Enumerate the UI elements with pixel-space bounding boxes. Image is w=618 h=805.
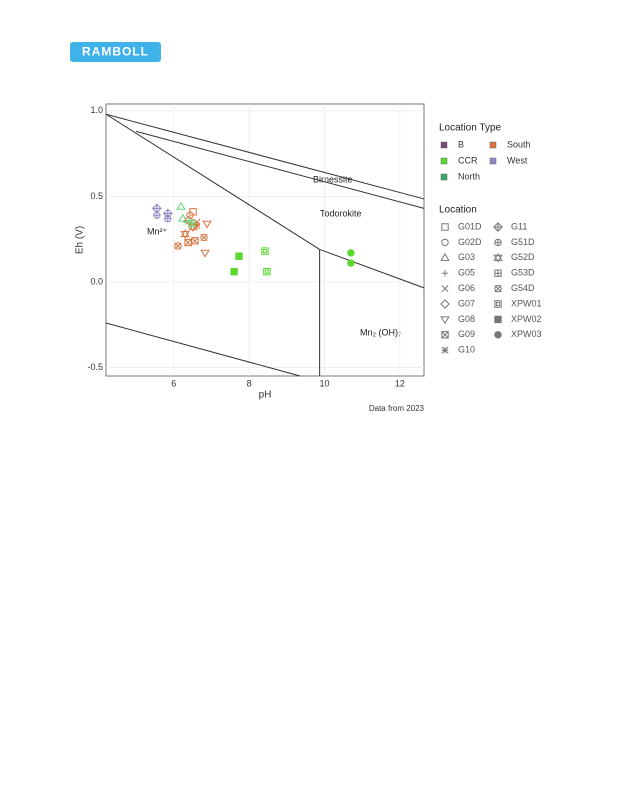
legend-marker <box>441 238 449 247</box>
legend-marker <box>440 252 450 261</box>
legend-label: G11 <box>511 221 527 231</box>
legend-swatch <box>440 141 448 149</box>
boundary-line <box>319 248 425 289</box>
legend-label: XPW01 <box>511 298 542 308</box>
logo-badge <box>70 42 161 62</box>
legend-marker <box>441 270 449 277</box>
data-point <box>191 237 199 245</box>
legend-label: G06 <box>458 283 475 293</box>
boundary-line <box>105 113 320 250</box>
data-point <box>200 233 208 242</box>
annotation: Mn₂ (OH)₇ <box>360 327 401 337</box>
legend-marker <box>494 284 502 293</box>
caption: Data from 2023 <box>369 404 425 413</box>
data-point <box>174 242 182 250</box>
data-point <box>347 259 355 267</box>
y-tick-label: -0.5 <box>87 362 103 372</box>
logo: RAMBOLL <box>82 45 149 59</box>
legend-marker <box>441 285 449 293</box>
legend-label: G10 <box>458 345 475 355</box>
data-point <box>347 249 355 257</box>
legend-label: G02D <box>458 237 482 247</box>
legend-marker <box>441 346 449 354</box>
legend-label: G01D <box>458 221 482 231</box>
data-point <box>261 247 269 255</box>
legend-swatch <box>489 141 497 149</box>
legend-marker <box>493 252 503 263</box>
annotation: Mn²⁺ <box>147 226 167 236</box>
y-tick-label: 1.0 <box>90 105 103 115</box>
data-point <box>202 220 212 229</box>
legend-marker <box>494 315 502 324</box>
boundary-line <box>105 322 301 377</box>
y-tick-label: 0.0 <box>90 276 103 286</box>
legend-marker <box>441 331 449 339</box>
y-axis-title: Eh (V) <box>75 226 86 254</box>
x-axis-title: pH <box>259 390 272 401</box>
y-tick-label: 0.5 <box>90 191 103 201</box>
data-point <box>153 211 161 219</box>
legend-swatch <box>440 173 448 181</box>
legend-marker <box>440 299 450 309</box>
legend-label: G03 <box>458 252 475 262</box>
legend-label: G51D <box>511 237 535 247</box>
legend-label: XPW02 <box>511 314 542 324</box>
x-tick-label: 8 <box>247 378 252 388</box>
data-point <box>235 252 243 260</box>
legend-marker <box>493 222 503 232</box>
legend-marker <box>494 300 502 308</box>
data-point <box>176 201 186 210</box>
data-point <box>230 267 238 276</box>
legend-label: G05 <box>458 268 475 278</box>
data-point <box>184 238 192 247</box>
boundary-line <box>105 113 425 200</box>
boundary-line <box>136 130 425 209</box>
legend-label: South <box>507 139 531 149</box>
legend-label: G54D <box>511 283 535 293</box>
data-point <box>200 249 210 258</box>
data-point <box>180 229 190 239</box>
annotation: Birnessite <box>313 174 353 184</box>
legend-label: G07 <box>458 298 475 308</box>
annotation: Todorokite <box>320 208 362 218</box>
legend-label: B <box>458 139 464 149</box>
legend-label: G52D <box>511 252 535 262</box>
x-tick-label: 10 <box>320 378 330 388</box>
x-tick-label: 12 <box>395 378 405 388</box>
legend-swatch <box>440 157 448 165</box>
legend-label: G53D <box>511 268 535 278</box>
legend-marker <box>494 238 502 247</box>
legend-marker <box>440 316 450 325</box>
x-tick-label: 6 <box>171 378 176 388</box>
plot-panel <box>105 103 425 377</box>
legend-label: West <box>507 155 528 165</box>
legend-marker <box>494 331 502 339</box>
legend-marker <box>441 223 449 231</box>
legend-swatch <box>489 157 497 165</box>
legend-label: G08 <box>458 314 475 324</box>
legend-label: CCR <box>458 155 478 165</box>
legend-label: North <box>458 171 480 181</box>
data-point <box>164 214 172 223</box>
legend-marker <box>494 269 502 277</box>
legend-title: Location <box>439 205 477 216</box>
legend-label: G09 <box>458 329 475 339</box>
legend-label: XPW03 <box>511 329 542 339</box>
data-point <box>189 208 197 216</box>
data-point <box>263 267 271 276</box>
data-point <box>188 220 196 228</box>
legend-title: Location Type <box>439 123 502 134</box>
data-point <box>178 213 188 222</box>
